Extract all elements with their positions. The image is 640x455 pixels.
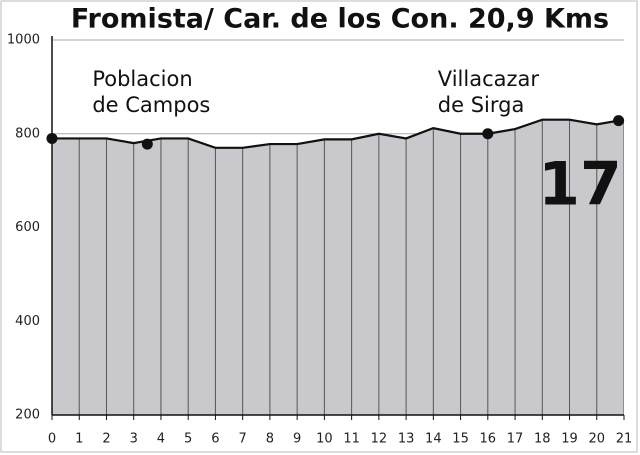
x-tick-label: 15 <box>452 432 469 447</box>
y-tick-label: 800 <box>15 126 40 141</box>
town-marker <box>613 115 625 127</box>
x-tick-label: 21 <box>616 432 633 447</box>
x-tick-label: 0 <box>48 432 56 447</box>
x-tick-label: 1 <box>75 432 83 447</box>
town-marker <box>46 132 58 144</box>
x-tick-label: 12 <box>371 432 388 447</box>
y-tick-label: 200 <box>15 408 40 423</box>
stage-number: 17 <box>538 150 622 220</box>
y-tick-label: 400 <box>15 314 40 329</box>
x-tick-label: 14 <box>425 432 442 447</box>
x-tick-label: 16 <box>480 432 497 447</box>
x-tick-label: 11 <box>343 432 360 447</box>
x-tick-label: 4 <box>157 432 165 447</box>
x-tick-label: 20 <box>588 432 605 447</box>
town-marker <box>482 128 494 140</box>
town-label: de Campos <box>92 93 210 117</box>
x-tick-label: 10 <box>316 432 333 447</box>
x-tick-label: 18 <box>534 432 551 447</box>
area <box>52 119 624 415</box>
x-tick-label: 7 <box>239 432 247 447</box>
chart-title: Fromista/ Car. de los Con. 20,9 Kms <box>71 4 609 35</box>
x-grid <box>52 119 624 415</box>
x-tick-label: 3 <box>130 432 138 447</box>
x-tick-label: 13 <box>398 432 415 447</box>
x-tick-label: 9 <box>293 432 301 447</box>
x-tick-label: 8 <box>266 432 274 447</box>
x-tick-label: 19 <box>561 432 578 447</box>
x-tick-label: 6 <box>211 432 219 447</box>
town-marker <box>141 138 153 150</box>
town-label: Poblacion <box>92 67 192 91</box>
town-label: de Sirga <box>438 93 525 117</box>
town-label: Villacazar <box>438 67 540 91</box>
x-tick-label: 5 <box>184 432 192 447</box>
y-tick-label: 1000 <box>7 33 40 48</box>
y-tick-label: 600 <box>15 220 40 235</box>
x-tick-label: 2 <box>102 432 110 447</box>
x-tick-label: 17 <box>507 432 524 447</box>
